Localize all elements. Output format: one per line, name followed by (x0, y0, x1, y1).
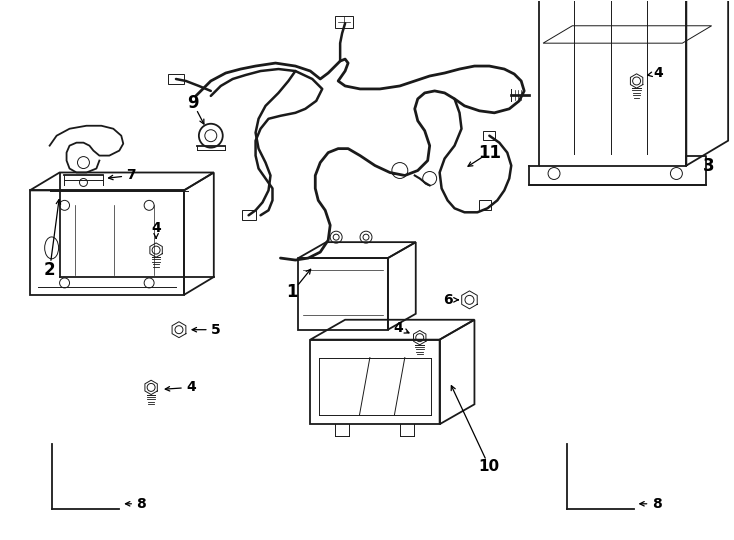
Text: 6: 6 (443, 293, 452, 307)
Bar (241, 210, 255, 220)
Text: 8: 8 (137, 497, 146, 511)
Bar (479, 200, 491, 210)
Text: 4: 4 (186, 380, 196, 394)
Text: 10: 10 (479, 460, 500, 475)
Text: 1: 1 (287, 283, 298, 301)
Text: 7: 7 (126, 168, 136, 183)
Text: 5: 5 (211, 323, 221, 337)
Text: 8: 8 (652, 497, 661, 511)
Text: 4: 4 (653, 66, 664, 80)
Text: 4: 4 (393, 321, 403, 335)
Text: 9: 9 (187, 94, 199, 112)
Text: 2: 2 (44, 261, 56, 279)
Text: 11: 11 (478, 144, 501, 161)
Text: 3: 3 (702, 157, 714, 174)
Text: 4: 4 (151, 221, 161, 235)
Bar (484, 131, 495, 140)
Bar (168, 73, 184, 84)
